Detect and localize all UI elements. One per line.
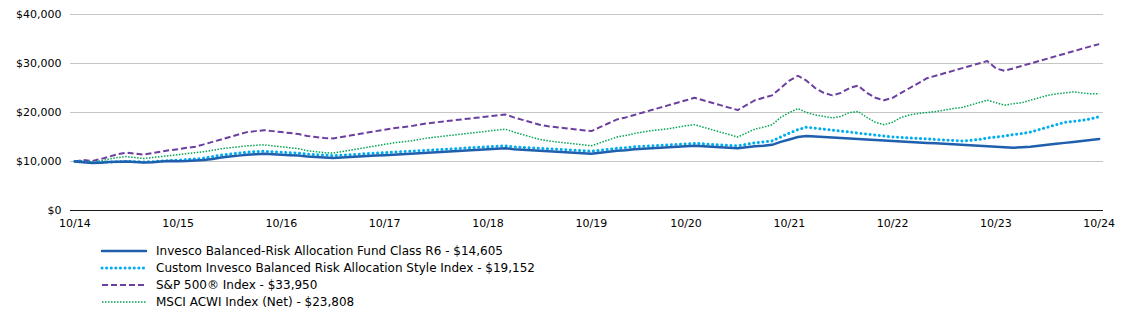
svg-text:10/24: 10/24 <box>1083 217 1115 230</box>
svg-text:10/16: 10/16 <box>266 217 298 230</box>
svg-text:10/14: 10/14 <box>59 217 91 230</box>
svg-text:$30,000: $30,000 <box>16 57 62 70</box>
svg-text:10/21: 10/21 <box>773 217 805 230</box>
svg-text:10/22: 10/22 <box>877 217 909 230</box>
html-text:S&P 500® Index - $33,950: S&P 500® Index - $33,950 <box>156 277 318 292</box>
svg-text:10/17: 10/17 <box>369 217 401 230</box>
svg-text:$20,000: $20,000 <box>16 106 62 119</box>
svg-text:$0: $0 <box>48 204 62 217</box>
svg-text:10/19: 10/19 <box>575 217 607 230</box>
html-text:Invesco Balanced-Risk Allocati: Invesco Balanced-Risk Allocation Fund Cl… <box>156 243 503 258</box>
svg-text:$40,000: $40,000 <box>16 8 62 21</box>
html-text:MSCI ACWI Index (Net) - $23,80: MSCI ACWI Index (Net) - $23,808 <box>156 294 355 309</box>
svg-text:$10,000: $10,000 <box>16 155 62 168</box>
html-text:Custom Invesco Balanced Risk A: Custom Invesco Balanced Risk Allocation … <box>156 260 535 275</box>
svg-text:10/20: 10/20 <box>670 217 702 230</box>
svg-text:10/23: 10/23 <box>980 217 1012 230</box>
svg-text:10/18: 10/18 <box>472 217 504 230</box>
svg-text:10/15: 10/15 <box>162 217 194 230</box>
